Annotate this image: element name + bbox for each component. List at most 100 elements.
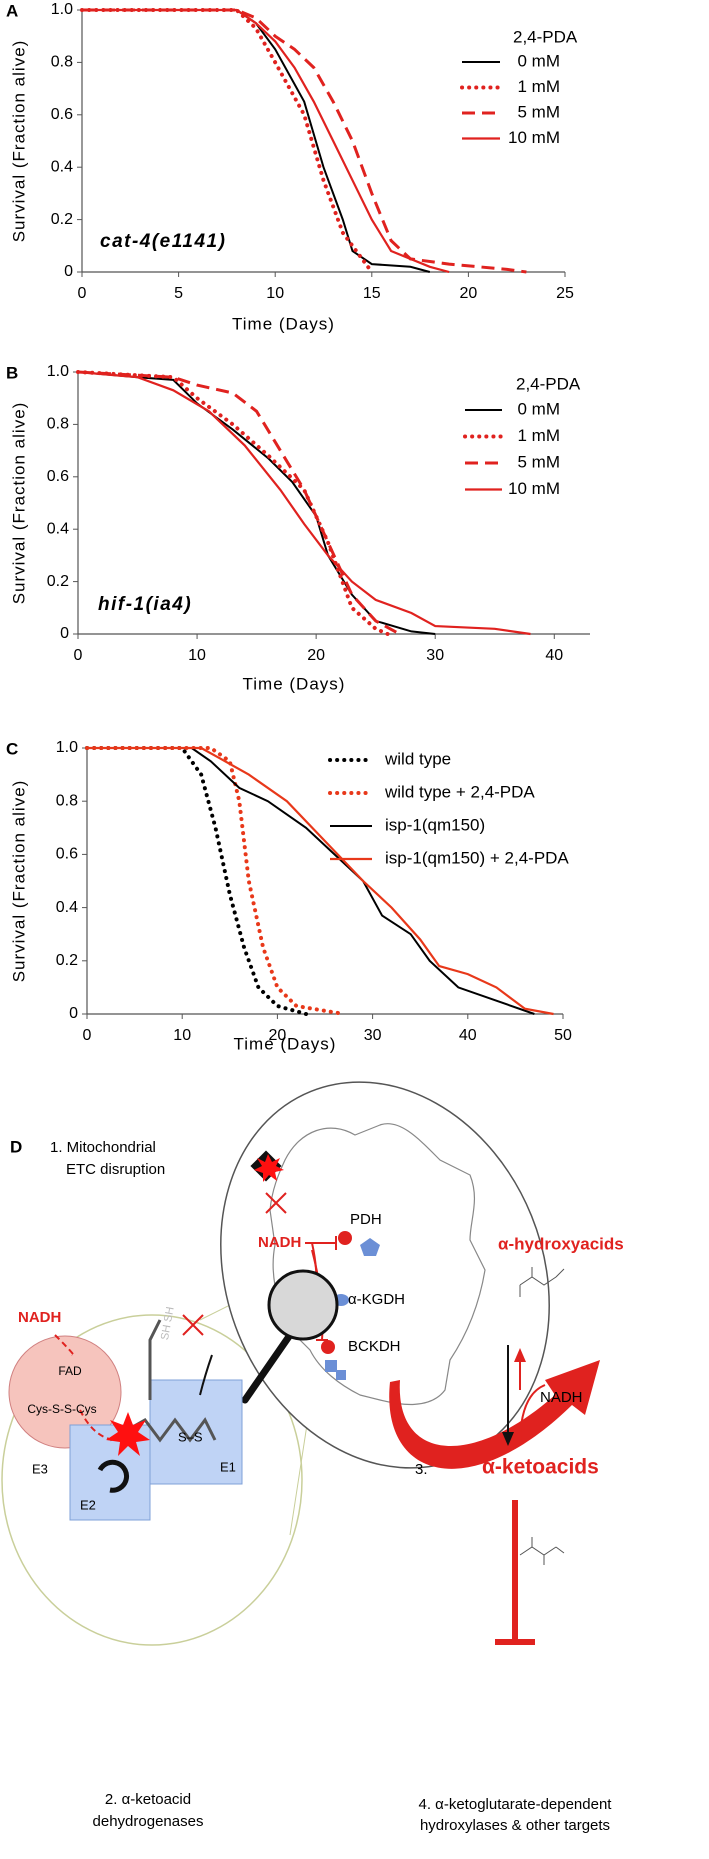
nadh: NADH — [540, 1389, 583, 1406]
enzyme-label: α-KGDH — [348, 1291, 405, 1308]
zoom-ellipse — [1, 1314, 303, 1646]
y-tick-label: 0.4 — [51, 158, 73, 175]
enzyme-dot — [338, 1231, 352, 1245]
y-tick-label: 0 — [64, 263, 73, 280]
e2: E2 — [80, 1497, 96, 1512]
fad: FAD — [58, 1364, 82, 1378]
survival-line — [85, 746, 346, 1016]
nadh: NADH — [258, 1234, 301, 1251]
legend-label: 10 mM — [508, 479, 560, 498]
panel-label: B — [6, 363, 18, 382]
dashed-arrow — [54, 1334, 119, 1441]
e3: E3 — [32, 1461, 48, 1476]
survival-line — [77, 370, 531, 636]
burst — [254, 1154, 284, 1182]
y-tick-label: 0 — [69, 1005, 78, 1022]
y-tick-label: 1.0 — [51, 1, 73, 18]
x-tick-label: 40 — [545, 647, 563, 664]
x-tick-label: 30 — [426, 647, 444, 664]
x-tick-label: 30 — [364, 1027, 382, 1044]
y-tick-label: 0.6 — [51, 106, 73, 123]
enzyme-label: PDH — [350, 1211, 382, 1228]
x-tick-label: 10 — [188, 647, 206, 664]
arrowhead — [514, 1348, 526, 1362]
legend-label: 0 mM — [518, 399, 561, 418]
disulfide: S–S — [178, 1429, 203, 1444]
y-tick-label: 0.4 — [47, 520, 69, 537]
x-tick-label: 20 — [307, 647, 325, 664]
structure — [519, 1267, 565, 1297]
lipoyl-arm — [109, 1319, 217, 1443]
step-label: hydroxylases & other targets — [420, 1817, 610, 1834]
legend-title: 2,4-PDA — [513, 27, 578, 46]
step-label: ETC disruption — [66, 1161, 165, 1178]
magnifier — [267, 1269, 339, 1341]
cross — [182, 1314, 204, 1336]
y-tick-label: 1.0 — [56, 739, 78, 756]
x-tick-label: 0 — [83, 1027, 92, 1044]
cys: Cys-S-S-Cys — [27, 1402, 96, 1416]
enzyme — [360, 1238, 380, 1256]
legend-label: wild type — [384, 749, 451, 768]
survival-line — [77, 370, 401, 636]
x-tick-label: 50 — [554, 1027, 572, 1044]
y-tick-label: 0.6 — [47, 468, 69, 485]
step-label: 3. — [415, 1461, 428, 1478]
legend-label: 5 mM — [518, 452, 561, 471]
y-tick-label: 0.2 — [56, 952, 78, 969]
enzyme-label: BCKDH — [348, 1338, 401, 1355]
e3-circle — [8, 1335, 122, 1449]
panel-label: D — [10, 1137, 22, 1156]
legend-label: wild type + 2,4-PDA — [384, 782, 535, 801]
annotation: hif-1(ia4) — [98, 594, 192, 615]
legend-label: 1 mM — [518, 426, 561, 445]
x-tick-label: 10 — [173, 1027, 191, 1044]
inhibit — [305, 1236, 337, 1250]
y-axis-title: Survival (Fraction alive) — [9, 402, 28, 605]
survival-line — [80, 8, 374, 274]
survival-line — [76, 370, 390, 636]
burst — [106, 1412, 150, 1456]
enzyme-dot — [321, 1340, 335, 1354]
step-label: 4. α-ketoglutarate-dependent — [419, 1796, 613, 1813]
enzyme — [325, 1360, 337, 1372]
survival-line — [87, 747, 535, 1015]
cross — [265, 1192, 287, 1214]
hydroxyacids: α-hydroxyacids — [498, 1234, 624, 1253]
legend-label: 10 mM — [508, 128, 560, 147]
curl — [97, 1459, 130, 1493]
arrow — [199, 1354, 213, 1396]
survival-line — [87, 746, 554, 1016]
legend-label: 5 mM — [518, 102, 561, 121]
x-axis-title: Time (Days) — [232, 314, 335, 333]
x-axis-title: Time (Days) — [243, 674, 346, 693]
survival-line — [85, 746, 308, 1016]
legend-title: 2,4-PDA — [516, 374, 581, 393]
x-tick-label: 20 — [460, 285, 478, 302]
panel-label: A — [6, 1, 18, 20]
y-tick-label: 0.2 — [47, 573, 69, 590]
y-tick-label: 0 — [60, 625, 69, 642]
x-tick-label: 10 — [266, 285, 284, 302]
legend-label: 1 mM — [518, 77, 561, 96]
arrowhead — [502, 1432, 514, 1446]
step-label: dehydrogenases — [93, 1813, 204, 1830]
x-tick-label: 0 — [74, 647, 83, 664]
y-tick-label: 0.4 — [56, 899, 78, 916]
ketoacids: α-ketoacids — [482, 1456, 599, 1479]
y-axis-title: Survival (Fraction alive) — [9, 780, 28, 983]
y-axis-title: Survival (Fraction alive) — [9, 40, 28, 243]
legend-label: 0 mM — [518, 51, 561, 70]
thiols: SH SH — [159, 1306, 177, 1341]
y-tick-label: 0.2 — [51, 211, 73, 228]
legend-label: isp-1(qm150) — [385, 815, 485, 834]
big-arrow — [389, 1360, 600, 1469]
arrow — [519, 1384, 546, 1446]
x-tick-label: 0 — [78, 285, 87, 302]
magnifier-handle — [241, 1331, 294, 1404]
x-tick-label: 15 — [363, 285, 381, 302]
cristae — [269, 1123, 486, 1406]
x-axis-title: Time (Days) — [234, 1034, 337, 1053]
